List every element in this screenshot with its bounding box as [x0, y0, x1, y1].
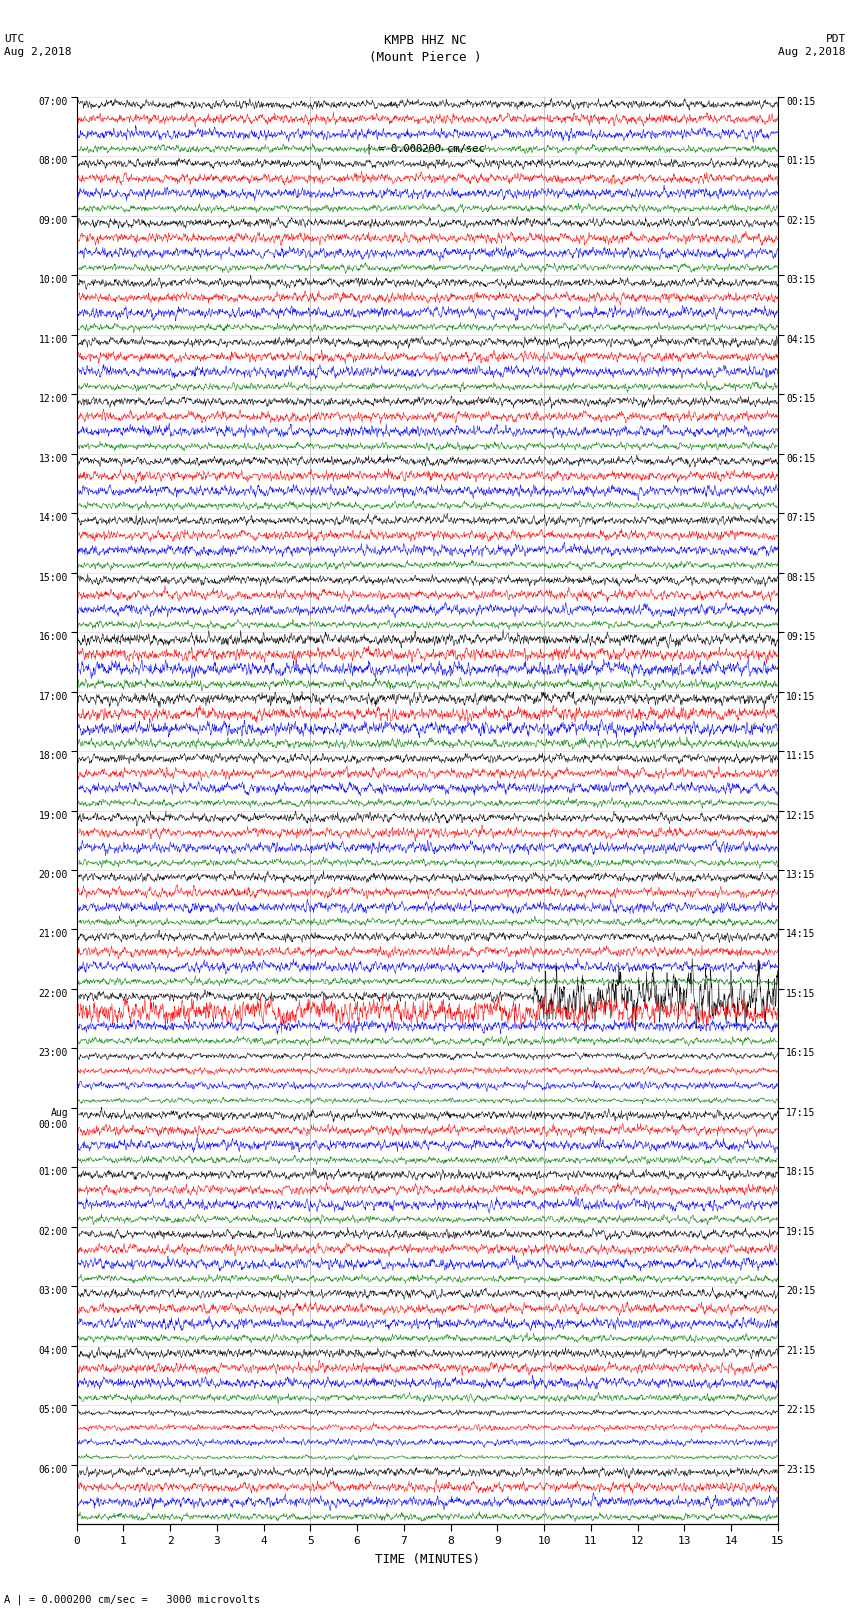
Text: PDT
Aug 2,2018: PDT Aug 2,2018 [779, 34, 846, 56]
Text: | = 0.000200 cm/sec: | = 0.000200 cm/sec [366, 144, 484, 155]
Text: A | = 0.000200 cm/sec =   3000 microvolts: A | = 0.000200 cm/sec = 3000 microvolts [4, 1594, 260, 1605]
Text: KMPB HHZ NC
(Mount Pierce ): KMPB HHZ NC (Mount Pierce ) [369, 34, 481, 65]
Text: UTC
Aug 2,2018: UTC Aug 2,2018 [4, 34, 71, 56]
X-axis label: TIME (MINUTES): TIME (MINUTES) [375, 1553, 479, 1566]
